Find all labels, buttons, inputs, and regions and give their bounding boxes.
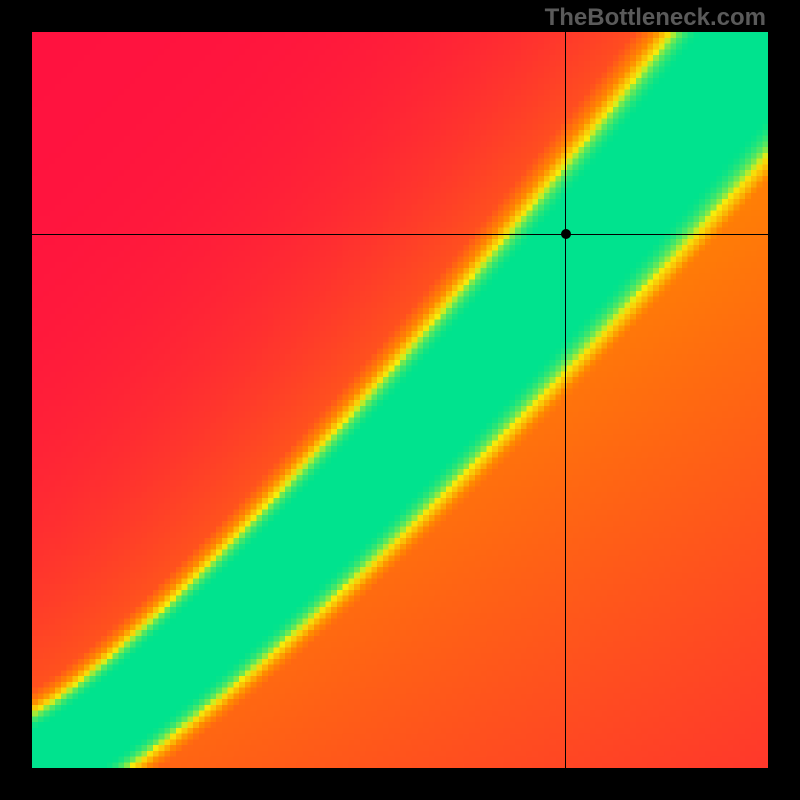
watermark-text: TheBottleneck.com [545,4,766,32]
crosshair-vertical [565,32,566,768]
bottleneck-heatmap [32,32,768,768]
marker-dot [561,229,571,239]
crosshair-horizontal [32,234,768,235]
